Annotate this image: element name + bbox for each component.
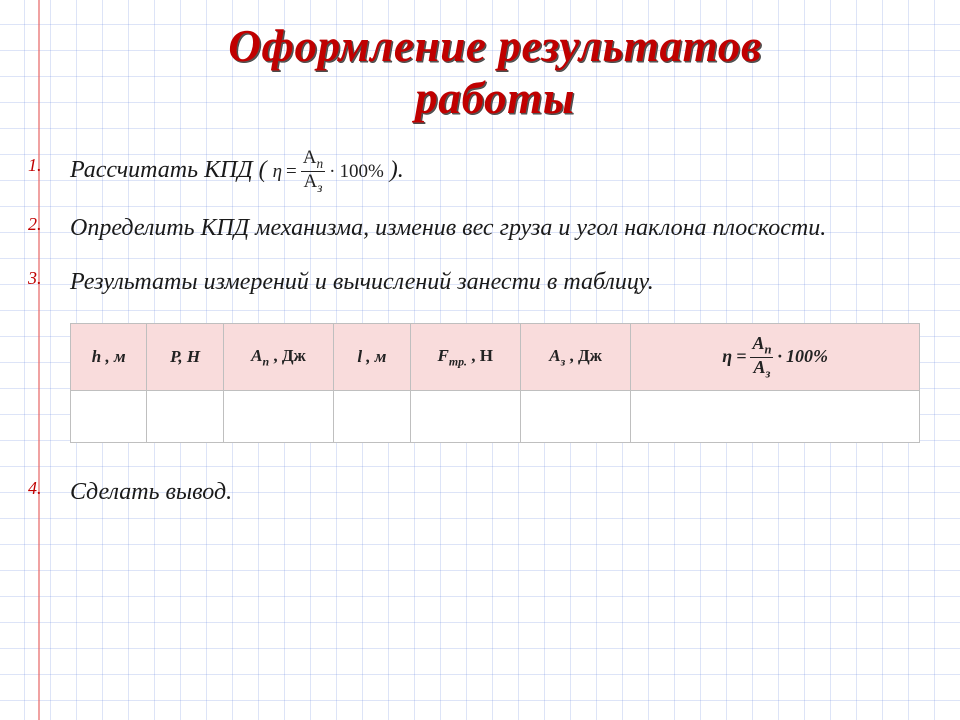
table-header-row: h , мP, НAп , Джl , мFтр. , НAз , Джη=Aп…: [71, 323, 920, 391]
table-cell: [631, 391, 920, 443]
equals-sign: =: [286, 155, 297, 188]
fraction: Aп Aз: [301, 148, 325, 195]
efficiency-formula-inline: η = Aп Aз · 100%: [273, 148, 384, 195]
fraction-denominator: Aз: [301, 172, 324, 195]
table-cell: [520, 391, 630, 443]
table-cell: [147, 391, 223, 443]
step-2: Определить КПД механизма, изменив вес гр…: [70, 207, 920, 249]
table-header-cell: Fтр. , Н: [410, 323, 520, 391]
step-1: Рассчитать КПД ( η = Aп Aз · 100% ).: [70, 148, 920, 195]
step-4-text: Сделать вывод.: [70, 479, 232, 505]
table-header-cell: P, Н: [147, 323, 223, 391]
table-cell: [410, 391, 520, 443]
table-cell: [71, 391, 147, 443]
step-3-text: Результаты измерений и вычислений занест…: [70, 269, 654, 295]
fraction-numerator: Aп: [301, 148, 325, 172]
table-cell: [223, 391, 333, 443]
table-body: [71, 391, 920, 443]
slide-content: Оформление результатов работы Рассчитать…: [0, 0, 960, 720]
dot-symbol: ·: [329, 155, 335, 188]
hundred-percent: 100%: [339, 155, 383, 188]
step-2-text: Определить КПД механизма, изменив вес гр…: [70, 215, 826, 241]
table-header-cell: Aп , Дж: [223, 323, 333, 391]
results-table: h , мP, НAп , Джl , мFтр. , НAз , Джη=Aп…: [70, 323, 920, 444]
page-title: Оформление результатов работы: [70, 20, 920, 124]
step-1-prefix: Рассчитать КПД (: [70, 157, 273, 183]
title-line-1: Оформление результатов: [70, 20, 920, 72]
table-header-cell: Aз , Дж: [520, 323, 630, 391]
step-1-suffix: ).: [390, 157, 404, 183]
table-cell: [334, 391, 410, 443]
eta-symbol: η: [273, 155, 282, 188]
steps-list: Рассчитать КПД ( η = Aп Aз · 100% ). Опр…: [70, 148, 920, 513]
table-header-cell: l , м: [334, 323, 410, 391]
title-line-2: работы: [70, 72, 920, 124]
table-row: [71, 391, 920, 443]
step-4: Сделать вывод.: [70, 471, 920, 513]
table-header-cell: h , м: [71, 323, 147, 391]
table-header-cell: η=AпAз·100%: [631, 323, 920, 391]
step-3: Результаты измерений и вычислений занест…: [70, 261, 920, 444]
